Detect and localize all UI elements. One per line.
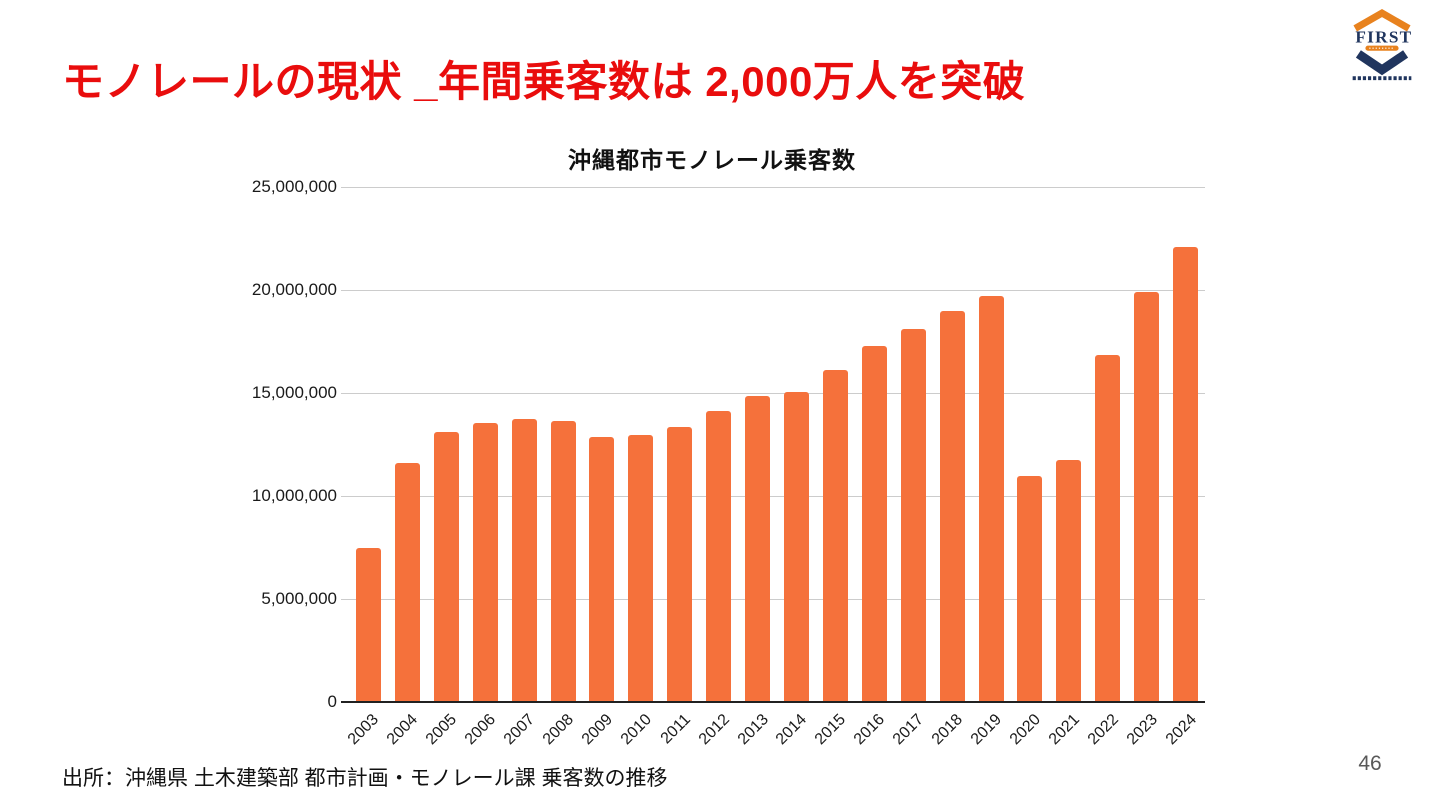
bar-2004 [394, 463, 420, 702]
x-tick-2007: 2007 [500, 711, 539, 749]
gridline-20000000 [341, 290, 1205, 291]
x-tick-2019: 2019 [967, 711, 1006, 749]
bar-2016 [861, 345, 887, 702]
x-tick-2012: 2012 [695, 711, 733, 749]
x-tick-2015: 2015 [812, 711, 850, 749]
slide-title: モノレールの現状 _年間乗客数は 2,000万人を突破 [62, 58, 1026, 105]
bar-2014 [783, 391, 809, 702]
bar-2008 [550, 420, 576, 702]
x-tick-2003: 2003 [345, 711, 383, 749]
y-tick-15000000: 15,000,000 [251, 383, 337, 402]
y-tick-25000000: 25,000,000 [251, 177, 337, 196]
plot-area [341, 187, 1205, 703]
y-tick-10000000: 10,000,000 [251, 486, 337, 505]
x-tick-2005: 2005 [423, 711, 461, 749]
x-tick-2010: 2010 [617, 711, 655, 749]
bar-2013 [745, 396, 771, 702]
chart-title: 沖縄都市モノレール乗客数 [568, 147, 856, 173]
company-logo: FIRST [1350, 8, 1414, 82]
chart: 沖縄都市モノレール乗客数 0 5,000,000 10,000,000 15,000,… [217, 141, 1207, 751]
x-tick-2018: 2018 [928, 711, 967, 749]
bar-2011 [667, 427, 693, 702]
bar-2017 [900, 329, 926, 702]
y-axis-labels: 0 5,000,000 10,000,000 15,000,000 20,000,000… [217, 177, 337, 711]
bar-2021 [1056, 459, 1082, 702]
x-tick-2023: 2023 [1123, 711, 1161, 749]
gridline-5000000 [341, 599, 1205, 600]
x-tick-2004: 2004 [384, 711, 422, 749]
gridline-10000000 [341, 496, 1205, 497]
bar-2023 [1134, 292, 1160, 702]
y-tick-20000000: 20,000,000 [251, 280, 337, 299]
bar-2015 [822, 370, 848, 702]
x-tick-2017: 2017 [890, 711, 928, 749]
page-number: 46 [1358, 752, 1382, 775]
x-tick-2013: 2013 [734, 711, 772, 749]
gridline-0 [341, 701, 1205, 703]
gridline-25000000 [341, 187, 1205, 188]
bar-2022 [1095, 354, 1121, 702]
x-tick-2008: 2008 [539, 711, 578, 749]
y-tick-0: 0 [327, 692, 337, 711]
bar-2003 [355, 547, 381, 702]
x-tick-2011: 2011 [657, 711, 694, 748]
source-text: 出所：沖縄県 土木建築部 都市計画・モノレール課 乗客数の推移 [62, 767, 668, 790]
bar-2024 [1173, 246, 1199, 702]
first-logo-icon: FIRST [1352, 9, 1412, 81]
x-tick-2006: 2006 [462, 711, 500, 749]
bar-2018 [939, 310, 965, 702]
x-tick-2024: 2024 [1162, 711, 1200, 749]
svg-text:FIRST: FIRST [1355, 27, 1412, 46]
x-tick-2021: 2021 [1045, 711, 1083, 749]
bar-2010 [628, 435, 654, 702]
y-tick-5000000: 5,000,000 [261, 589, 337, 608]
x-tick-2022: 2022 [1084, 711, 1122, 749]
x-tick-2009: 2009 [578, 711, 616, 749]
bar-2012 [706, 410, 732, 702]
bar-2005 [433, 432, 459, 702]
x-tick-2020: 2020 [1006, 711, 1044, 749]
bar-2006 [472, 422, 498, 702]
bar-2020 [1017, 476, 1043, 702]
bar-2007 [511, 418, 537, 702]
bar-2019 [978, 296, 1004, 702]
bar-2009 [589, 437, 615, 702]
x-tick-2014: 2014 [773, 711, 811, 749]
gridline-15000000 [341, 393, 1205, 394]
x-tick-2016: 2016 [851, 711, 889, 749]
